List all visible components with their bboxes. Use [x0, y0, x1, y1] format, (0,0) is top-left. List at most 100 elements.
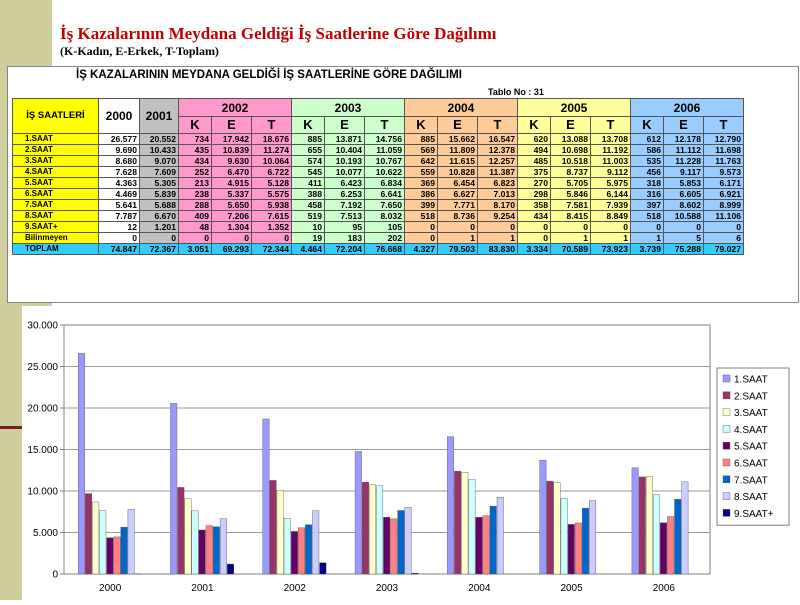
table-cell: 434 [518, 211, 551, 222]
table-cell: 8.849 [591, 211, 631, 222]
table-cell: 4.469 [99, 189, 140, 200]
table-cell: 6.171 [704, 178, 744, 189]
table-cell: 6.423 [325, 178, 365, 189]
bar-8.SAAT-2005 [589, 501, 596, 574]
table-cell: 409 [179, 211, 212, 222]
table-cell: 456 [631, 167, 664, 178]
table-cell: 734 [179, 134, 212, 145]
table-cell: 6.454 [438, 178, 478, 189]
bar-7.SAAT-2004 [490, 506, 497, 574]
bar-3.SAAT-2002 [277, 490, 284, 574]
table-cell: 7.787 [99, 211, 140, 222]
table-cell: 3.051 [179, 244, 212, 255]
table-cell: 6.253 [325, 189, 365, 200]
table-cell: 76.668 [365, 244, 405, 255]
table-cell: 298 [518, 189, 551, 200]
legend-label: 9.SAAT+ [734, 509, 774, 520]
table-cell: 620 [518, 134, 551, 145]
bar-9.SAAT+-2001 [227, 564, 234, 574]
table-cell: 14.756 [365, 134, 405, 145]
table-cell: 72.344 [252, 244, 292, 255]
table-cell: 9.690 [99, 145, 140, 156]
y-tick-label: 10.000 [27, 487, 58, 498]
bar-7.SAAT-2000 [121, 527, 128, 574]
table-cell: 386 [405, 189, 438, 200]
x-tick-label: 2005 [560, 583, 583, 594]
table-cell: 202 [365, 233, 405, 244]
table-cell: 5.337 [212, 189, 252, 200]
table-cell: 75.288 [664, 244, 704, 255]
table-cell: 612 [631, 134, 664, 145]
table-cell: 11.698 [704, 145, 744, 156]
bar-6.SAAT-2005 [575, 523, 582, 574]
bar-7.SAAT-2001 [213, 527, 220, 574]
table-cell: 7.206 [212, 211, 252, 222]
table-cell: 0 [252, 233, 292, 244]
table-cell: 318 [631, 178, 664, 189]
table-cell: 8.680 [99, 156, 140, 167]
table-number: Tablo No : 31 [488, 87, 544, 97]
table-cell: 586 [631, 145, 664, 156]
row-label: 3.SAAT [13, 156, 99, 167]
table-cell: 11.192 [591, 145, 631, 156]
x-tick-label: 2000 [99, 583, 122, 594]
legend-swatch [723, 493, 730, 500]
table-cell: 6.470 [212, 167, 252, 178]
table-cell: 10.433 [140, 145, 179, 156]
legend-label: 8.SAAT [734, 492, 768, 503]
year-header-2006: 2006 [631, 99, 744, 117]
table-cell: 316 [631, 189, 664, 200]
bar-8.SAAT-2004 [497, 497, 504, 574]
legend-swatch [723, 459, 730, 466]
table-cell: 11.387 [478, 167, 518, 178]
sub-header-2005-0: K [518, 117, 551, 134]
x-tick-label: 2006 [653, 583, 676, 594]
table-cell: 369 [405, 178, 438, 189]
y-tick-label: 0 [52, 570, 58, 581]
row-label: 1.SAAT [13, 134, 99, 145]
table-cell: 18.676 [252, 134, 292, 145]
y-tick-label: 5.000 [33, 528, 58, 539]
table-cell: 5.853 [664, 178, 704, 189]
row-label: TOPLAM [13, 244, 99, 255]
bar-4.SAAT-2000 [99, 511, 106, 574]
table-cell: 6 [704, 233, 744, 244]
table-cell: 5.846 [551, 189, 591, 200]
table-cell: 545 [292, 167, 325, 178]
row-label: 2.SAAT [13, 145, 99, 156]
slide-subtitle: (K-Kadın, E-Erkek, T-Toplam) [60, 44, 497, 58]
table-cell: 3.334 [518, 244, 551, 255]
table-cell: 16.547 [478, 134, 518, 145]
table-cell: 5 [664, 233, 704, 244]
table-cell: 11.112 [664, 145, 704, 156]
bar-1.SAAT-2004 [447, 437, 454, 574]
table-cell: 1.304 [212, 222, 252, 233]
bar-4.SAAT-2005 [561, 498, 568, 574]
table-cell: 655 [292, 145, 325, 156]
sub-header-2004-2: T [478, 117, 518, 134]
bar-5.SAAT-2000 [107, 538, 114, 574]
row-label: Bilinmeyen [13, 233, 99, 244]
table-cell: 885 [292, 134, 325, 145]
bar-1.SAAT-2000 [78, 353, 85, 574]
table-cell: 7.609 [140, 167, 179, 178]
y-tick-label: 30.000 [27, 321, 58, 332]
bar-6.SAAT-2006 [667, 517, 674, 574]
legend-label: 1.SAAT [734, 375, 768, 386]
table-cell: 6.834 [365, 178, 405, 189]
table-cell: 5.650 [212, 200, 252, 211]
bar-chart: 05.00010.00015.00020.00025.00030.0002000… [22, 306, 799, 600]
row-label: 4.SAAT [13, 167, 99, 178]
table-cell: 7.939 [591, 200, 631, 211]
year-header-2000: 2000 [99, 99, 140, 134]
table-cell: 70.589 [551, 244, 591, 255]
table-cell: 8.415 [551, 211, 591, 222]
bar-5.SAAT-2006 [660, 523, 667, 574]
table-cell: 0 [405, 233, 438, 244]
slide-header: İş Kazalarının Meydana Geldiği İş Saatle… [60, 24, 497, 58]
table-cell: 5.839 [140, 189, 179, 200]
slide-accent-line [0, 426, 22, 429]
